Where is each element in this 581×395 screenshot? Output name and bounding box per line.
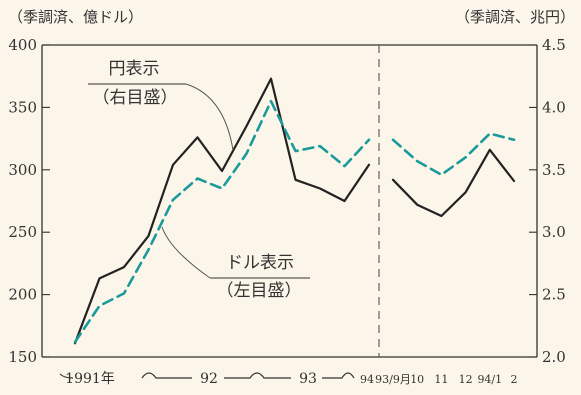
right-axis-tick-label: 3.5 [542,161,566,179]
x-axis-month-label: 94/1 [477,373,502,386]
right-axis-unit-label: （季調済、兆円） [455,8,575,26]
x-axis-labels: 1991年 92 93 94 93/9月 10 11 12 94/1 2 [59,371,518,387]
right-axis-ticks: 2.0 2.5 3.0 3.5 4.0 4.5 [529,36,566,366]
left-axis-tick-label: 400 [8,36,37,54]
yen-annotation-leader [185,83,234,151]
x-axis-month-label: 11 [434,373,448,386]
right-axis-tick-label: 4.5 [542,36,566,54]
dollar-axis-note: （左目盛） [217,281,302,301]
x-axis-period-marker [224,372,291,379]
left-axis-tick-label: 250 [8,223,37,241]
monthly-dollar-series-line [391,148,516,218]
left-axis-tick-label: 150 [8,348,37,366]
monthly-yen-series-line [391,132,516,177]
right-axis-tick-label: 4.0 [542,98,566,116]
yen-axis-note: （右目盛） [93,88,178,108]
left-axis-tick-label: 300 [8,161,37,179]
x-axis-period-marker [59,373,74,379]
left-axis-tick-label: 200 [8,286,37,304]
right-axis-tick-label: 3.0 [542,223,566,241]
left-axis-ticks: 150 200 250 300 350 400 [8,36,50,366]
dollar-annotation-leader [161,226,211,279]
series-lines [73,77,516,345]
quarterly-yen-series-line [73,99,371,344]
x-axis-quarter-label: 92 [200,371,218,387]
left-axis-tick-label: 350 [8,98,37,116]
left-axis-unit-label: （季調済、億ドル） [8,8,143,26]
x-axis-quarter-label: 94 [360,373,374,386]
x-axis-quarter-label: 93 [299,371,317,387]
right-axis-tick-label: 2.5 [542,286,566,304]
right-axis-tick-label: 2.0 [542,348,566,366]
plot-frame [41,44,538,358]
x-axis-period-marker [141,372,192,379]
x-axis-month-label: 2 [511,373,518,386]
annotations: 円表示 （右目盛） ドル表示 （左目盛） [88,59,310,301]
x-axis-period-marker [322,372,355,379]
x-axis-month-label: 12 [459,373,473,386]
x-axis-quarter-label: 1991年 [65,371,115,387]
yen-annotation-title: 円表示 [109,59,160,79]
x-axis-month-label: 93/9月 [375,373,411,386]
dollar-annotation-title: ドル表示 [226,253,294,273]
x-axis-month-label: 10 [410,373,424,386]
quarterly-dollar-series-line [73,77,371,345]
